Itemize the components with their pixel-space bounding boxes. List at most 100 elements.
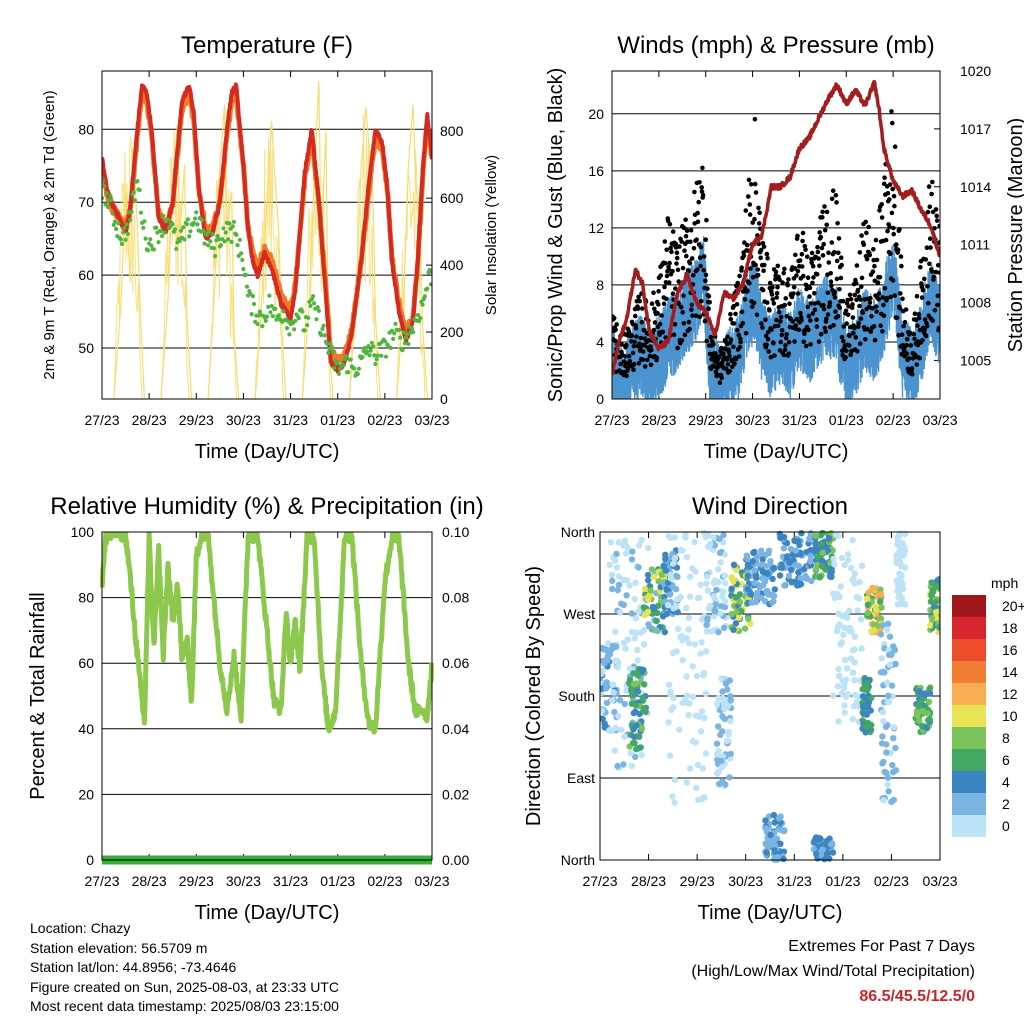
- gust-point: [816, 300, 821, 306]
- colorbar-swatch: [952, 705, 986, 727]
- gust-point: [872, 263, 877, 269]
- dewpoint-point: [226, 237, 231, 242]
- wind-direction-point: [835, 610, 842, 618]
- gust-point: [648, 362, 654, 368]
- wind-direction-point: [626, 676, 634, 684]
- wind-direction-point: [787, 545, 795, 553]
- wind-direction-point: [883, 741, 890, 748]
- dewpoint-point: [207, 229, 212, 234]
- wind-direction-point: [708, 628, 715, 635]
- gust-point: [799, 264, 805, 269]
- dewpoint-point: [111, 222, 116, 227]
- dewpoint-point: [341, 363, 346, 368]
- gust-point: [781, 352, 787, 358]
- x-tick-label: 28/23: [631, 873, 666, 889]
- wind-direction-point: [624, 544, 631, 551]
- gust-point: [910, 371, 915, 377]
- wind-direction-point: [644, 571, 652, 579]
- gust-point: [800, 238, 805, 244]
- wind-direction-point: [621, 537, 629, 544]
- wind-direction-point: [881, 640, 888, 648]
- wind-direction-point: [613, 564, 621, 571]
- gust-point: [797, 258, 803, 263]
- gust-point: [792, 266, 798, 271]
- wind-direction-point: [759, 556, 766, 563]
- plot-frame: [101, 531, 433, 861]
- gust-point: [868, 295, 873, 301]
- dewpoint-point: [366, 344, 371, 349]
- gust-point: [721, 351, 726, 356]
- gust-point: [755, 272, 761, 278]
- gust-point: [738, 339, 743, 345]
- gust-point: [794, 273, 799, 278]
- wind-direction-point: [885, 788, 892, 795]
- gust-point: [674, 250, 680, 256]
- dewpoint-point: [409, 326, 415, 331]
- gust-point: [897, 306, 903, 311]
- gust-point: [691, 273, 696, 278]
- wind-direction-point: [819, 846, 826, 853]
- gust-point: [919, 295, 925, 300]
- gust-point: [856, 324, 861, 329]
- gust-point: [786, 351, 792, 357]
- colorbar-swatch: [952, 771, 986, 793]
- wind-direction-point: [722, 781, 729, 788]
- x-tick-label: 02/23: [874, 873, 909, 889]
- wind-direction-point: [849, 669, 857, 676]
- dewpoint-point: [223, 230, 228, 235]
- dewpoint-point: [270, 314, 275, 319]
- dewpoint-point: [314, 317, 319, 322]
- gust-point: [662, 239, 668, 244]
- gust-point: [752, 181, 758, 187]
- gust-point: [876, 296, 882, 302]
- wind-direction-point: [665, 719, 672, 726]
- wind-direction-point: [863, 723, 870, 730]
- gust-point: [696, 199, 701, 205]
- wind-direction-point: [621, 733, 628, 740]
- wind-direction-point: [716, 780, 723, 788]
- gust-point: [663, 280, 669, 285]
- dewpoint-point: [365, 349, 370, 354]
- dewpoint-point: [330, 349, 336, 355]
- gust-point: [872, 337, 878, 343]
- wind-direction-point: [802, 572, 809, 580]
- wind-direction-point: [710, 534, 717, 541]
- wind-direction-point: [830, 555, 837, 563]
- gust-point: [808, 301, 814, 306]
- gust-point: [885, 228, 890, 234]
- wind-direction-point: [927, 622, 934, 629]
- dewpoint-point: [401, 330, 406, 335]
- gust-point: [890, 278, 896, 283]
- wind-direction-point: [835, 673, 843, 680]
- wind-direction-point: [786, 559, 793, 566]
- gust-point: [884, 295, 890, 301]
- wind-direction-point: [924, 710, 932, 717]
- dewpoint-point: [329, 345, 334, 350]
- gust-point: [771, 301, 777, 306]
- gust-point: [834, 200, 839, 205]
- wind-direction-point: [715, 628, 722, 636]
- gust-point: [638, 335, 644, 341]
- gust-point: [725, 362, 731, 367]
- wind-direction-point: [632, 702, 640, 709]
- wind-direction-point: [611, 708, 618, 716]
- gust-point: [877, 274, 883, 280]
- gust-point: [778, 339, 783, 345]
- wind-direction-point: [611, 747, 618, 754]
- wind-direction-point: [727, 696, 734, 704]
- gust-point: [814, 317, 819, 323]
- gust-point: [887, 182, 893, 187]
- colorbar-swatch: [952, 639, 986, 661]
- gust-point: [681, 293, 686, 299]
- wind-direction-point: [780, 855, 787, 863]
- gust-point: [824, 222, 829, 228]
- gust-point: [919, 281, 924, 286]
- wind-direction-point: [715, 747, 722, 754]
- wind-direction-point: [743, 552, 751, 559]
- gust-point: [803, 343, 809, 349]
- gust-point: [904, 336, 910, 342]
- y-tick-label: 80: [78, 590, 94, 606]
- wind-direction-point: [610, 689, 617, 696]
- dewpoint-point: [362, 345, 367, 351]
- gust-point: [689, 302, 695, 308]
